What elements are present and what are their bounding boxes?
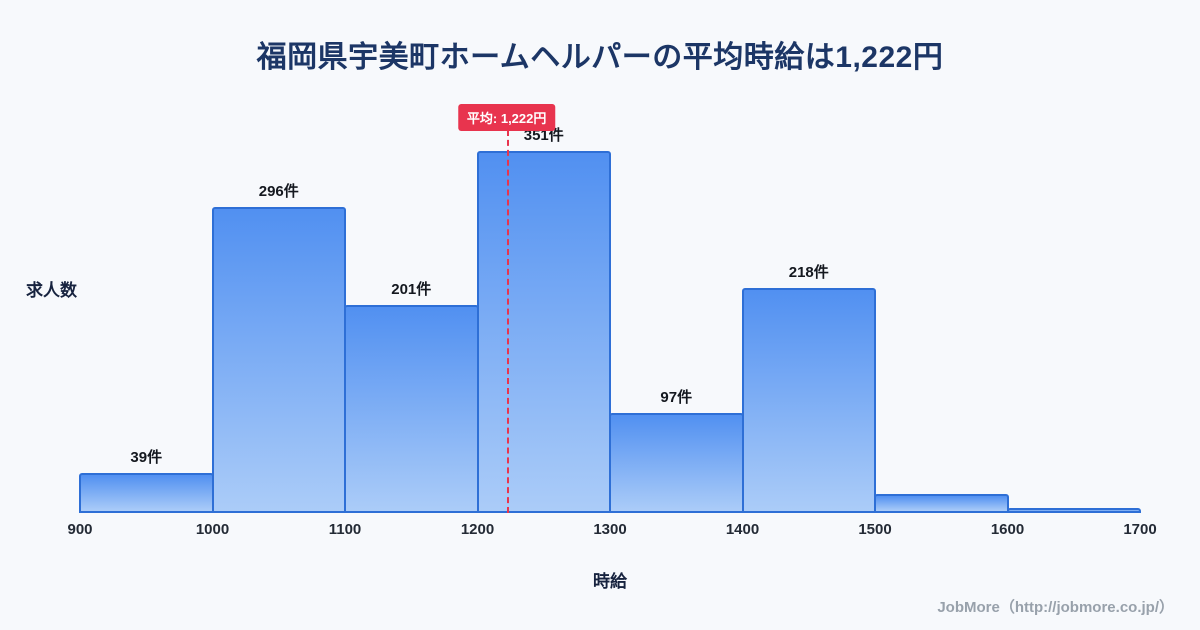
- bar-count-label: 351件: [523, 127, 564, 144]
- footer-branding: JobMore（http://jobmore.co.jp/）: [937, 599, 1174, 616]
- histogram-bar: [1006, 508, 1141, 513]
- x-axis-tick: 1000: [195, 521, 230, 538]
- x-axis-tick: 1500: [858, 521, 892, 538]
- bar-count-label: 39件: [130, 449, 163, 466]
- histogram-bar: [476, 151, 611, 513]
- chart-title: 福岡県宇美町ホームヘルパーの平均時給は1,222円: [256, 41, 944, 74]
- x-axis-tick: 1400: [725, 521, 760, 538]
- average-badge: 平均: 1,222円: [457, 104, 556, 131]
- bar-count-label: 201件: [391, 281, 432, 298]
- plot-area: 平均: 1,222円 39件 296件 201件 351件 97件 218件: [79, 100, 1141, 513]
- x-axis-tick: 1600: [990, 521, 1025, 538]
- x-axis-tick: 1200: [460, 521, 495, 538]
- average-line: [506, 130, 509, 513]
- histogram-bar: [79, 473, 214, 513]
- x-axis-tick: 1700: [1123, 521, 1157, 538]
- histogram-bar: [211, 207, 346, 513]
- y-axis-label: 求人数: [26, 281, 77, 300]
- bar-count-label: 296件: [258, 183, 299, 200]
- histogram-bar: [874, 494, 1009, 513]
- bar-count-label: 218件: [788, 264, 829, 281]
- x-axis-label: 時給: [593, 572, 627, 591]
- x-axis-ticks: 900 1000 1100 1200 1300 1400 1500 1600 1700: [67, 521, 1156, 543]
- x-axis-tick: 1100: [328, 521, 362, 538]
- bar-count-label: 97件: [660, 389, 693, 406]
- histogram-bar: [344, 305, 479, 513]
- histogram-bar: [741, 288, 876, 513]
- x-axis-tick: 900: [67, 521, 93, 538]
- histogram-bar: [609, 413, 744, 513]
- x-axis-tick: 1300: [593, 521, 627, 538]
